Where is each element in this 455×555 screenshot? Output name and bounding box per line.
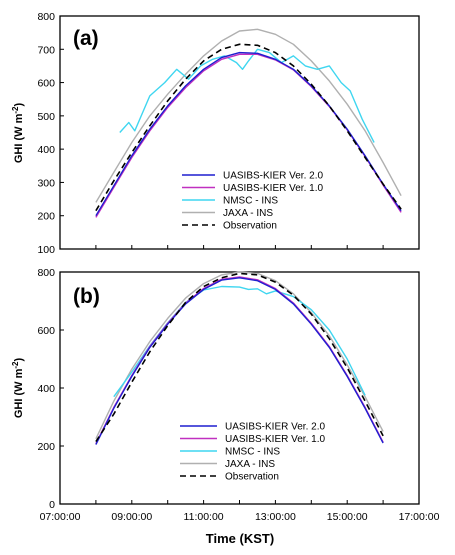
panel-b-y-tick-label: 600 bbox=[37, 325, 55, 337]
panel-b-x-tick-label: 17:00:00 bbox=[399, 511, 440, 523]
panel-a-y-tick-label: 100 bbox=[37, 244, 55, 256]
panel-b-series-line-2 bbox=[113, 285, 366, 398]
panel-b-series-line-3 bbox=[95, 271, 384, 440]
panel-b-x-tick-label: 07:00:00 bbox=[40, 511, 81, 523]
panel-b-y-tick-label: 400 bbox=[37, 383, 55, 395]
panel-b-x-tick-label: 15:00:00 bbox=[327, 511, 368, 523]
panel-b-ylabel-close: ) bbox=[13, 358, 25, 362]
panel-a-legend-label-1: UASIBS-KIER Ver. 1.0 bbox=[223, 183, 323, 194]
panel-b-series-line-1 bbox=[95, 276, 384, 445]
panel-a-y-tick-label: 800 bbox=[37, 11, 55, 23]
panel-a-ylabel-main: GHI (W m bbox=[13, 113, 25, 163]
panel-b-x-tick-label: 13:00:00 bbox=[255, 511, 296, 523]
panel-a-series-line-4 bbox=[95, 43, 402, 212]
panel-a-ylabel-sup: -2 bbox=[11, 106, 20, 114]
panel-b-y-axis-label: GHI (W m-2) bbox=[11, 358, 25, 419]
panel-a-legend-label-3: JAXA - INS bbox=[223, 208, 273, 219]
panel-b-legend-label-2: NMSC - INS bbox=[225, 447, 280, 458]
panel-b-series-line-0 bbox=[95, 277, 384, 445]
panel-b-legend-label-4: Observation bbox=[225, 472, 279, 483]
panel-a-series-line-3 bbox=[95, 28, 402, 203]
panel-b-ylabel-main: GHI (W m bbox=[13, 368, 25, 418]
x-axis-label: Time (KST) bbox=[206, 531, 274, 546]
panel-b-series-line-4 bbox=[95, 272, 384, 443]
panel-a-y-tick-label: 500 bbox=[37, 111, 55, 123]
panel-b-legend-label-3: JAXA - INS bbox=[225, 459, 275, 470]
panel-a-legend-label-2: NMSC - INS bbox=[223, 196, 278, 207]
panel-b-y-tick-label: 0 bbox=[49, 499, 55, 511]
panel-b-x-tick-label: 11:00:00 bbox=[184, 511, 224, 523]
panel-a-y-axis-label: GHI (W m-2) bbox=[11, 103, 25, 164]
panel-a-legend-label-4: Observation bbox=[223, 221, 277, 232]
panel-a-y-tick-label: 400 bbox=[37, 144, 55, 156]
panel-a-y-tick-label: 300 bbox=[37, 177, 55, 189]
panel-b-x-tick-label: 09:00:00 bbox=[111, 511, 152, 523]
panel-a-series-line-0 bbox=[95, 51, 402, 217]
panel-a-series-line-2 bbox=[119, 48, 375, 143]
panel-a-ylabel-close: ) bbox=[13, 103, 25, 107]
panel-a-y-tick-label: 700 bbox=[37, 44, 55, 56]
panel-b-legend-label-0: UASIBS-KIER Ver. 2.0 bbox=[225, 422, 325, 433]
panel-b-legend-label-1: UASIBS-KIER Ver. 1.0 bbox=[225, 434, 325, 445]
panel-b-y-tick-label: 200 bbox=[37, 441, 55, 453]
panel-b-y-tick-label: 800 bbox=[37, 267, 55, 279]
panel-a-y-tick-label: 600 bbox=[37, 78, 55, 90]
panel-b-label: (b) bbox=[73, 285, 100, 308]
panel-a-label: (a) bbox=[73, 27, 99, 50]
panel-b-ylabel-sup: -2 bbox=[11, 361, 20, 369]
panel-a-legend-label-0: UASIBS-KIER Ver. 2.0 bbox=[223, 171, 323, 182]
panel-a-y-tick-label: 200 bbox=[37, 211, 55, 223]
